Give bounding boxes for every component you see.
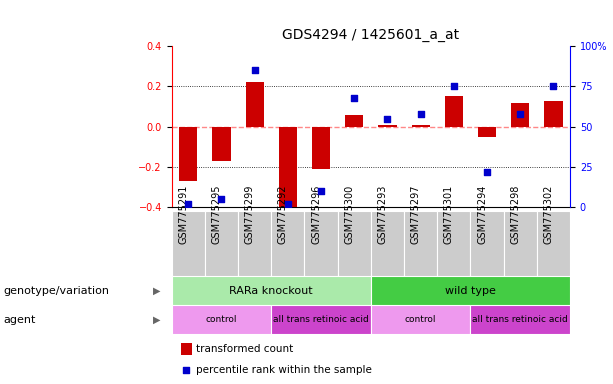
FancyBboxPatch shape (437, 211, 471, 276)
Text: wild type: wild type (445, 286, 496, 296)
Bar (445, 96, 463, 127)
Text: control: control (405, 315, 436, 324)
Bar (511, 103, 530, 127)
Text: percentile rank within the sample: percentile rank within the sample (196, 365, 372, 375)
FancyBboxPatch shape (271, 305, 371, 334)
Bar (544, 101, 563, 127)
Text: GSM775298: GSM775298 (510, 185, 520, 244)
Point (283, 201, 293, 207)
Text: GSM775296: GSM775296 (311, 185, 321, 244)
Bar (478, 127, 496, 137)
Point (549, 83, 558, 89)
Point (349, 94, 359, 101)
Bar (378, 125, 397, 127)
FancyBboxPatch shape (172, 276, 371, 305)
Point (249, 67, 259, 73)
FancyBboxPatch shape (371, 305, 471, 334)
Bar (312, 127, 330, 169)
Text: GSM775297: GSM775297 (411, 185, 421, 244)
Text: GSM775300: GSM775300 (345, 185, 354, 244)
Bar (411, 125, 430, 127)
Bar (181, 343, 192, 355)
FancyBboxPatch shape (238, 211, 271, 276)
Text: GSM775299: GSM775299 (245, 185, 254, 244)
FancyBboxPatch shape (371, 211, 404, 276)
Point (316, 188, 326, 194)
FancyBboxPatch shape (338, 211, 371, 276)
FancyBboxPatch shape (172, 305, 271, 334)
Bar (179, 127, 197, 181)
Text: GSM775302: GSM775302 (544, 185, 554, 244)
FancyBboxPatch shape (371, 276, 570, 305)
Point (449, 83, 459, 89)
Bar (212, 127, 230, 161)
Bar (246, 83, 264, 127)
FancyBboxPatch shape (504, 211, 537, 276)
Text: GSM775292: GSM775292 (278, 185, 288, 244)
Text: GSM775293: GSM775293 (378, 185, 387, 244)
Point (383, 116, 392, 122)
FancyBboxPatch shape (471, 211, 504, 276)
FancyBboxPatch shape (305, 211, 338, 276)
Text: ▶: ▶ (153, 314, 160, 325)
FancyBboxPatch shape (205, 211, 238, 276)
FancyBboxPatch shape (271, 211, 305, 276)
Text: GSM775291: GSM775291 (178, 185, 188, 244)
Bar (279, 127, 297, 207)
Text: all trans retinoic acid: all trans retinoic acid (473, 315, 568, 324)
FancyBboxPatch shape (172, 211, 205, 276)
Point (482, 169, 492, 175)
Text: RARa knockout: RARa knockout (229, 286, 313, 296)
Point (416, 111, 425, 117)
FancyBboxPatch shape (404, 211, 437, 276)
Text: control: control (206, 315, 237, 324)
Text: ▶: ▶ (153, 286, 160, 296)
Text: all trans retinoic acid: all trans retinoic acid (273, 315, 369, 324)
Point (516, 111, 525, 117)
Text: transformed count: transformed count (196, 344, 294, 354)
Title: GDS4294 / 1425601_a_at: GDS4294 / 1425601_a_at (283, 28, 459, 42)
Text: agent: agent (3, 314, 36, 325)
Text: genotype/variation: genotype/variation (3, 286, 109, 296)
Point (216, 196, 226, 202)
Text: GSM775295: GSM775295 (211, 185, 221, 244)
FancyBboxPatch shape (471, 305, 570, 334)
FancyBboxPatch shape (537, 211, 570, 276)
Text: GSM775301: GSM775301 (444, 185, 454, 244)
Text: GSM775294: GSM775294 (477, 185, 487, 244)
Point (183, 201, 193, 207)
Bar (345, 114, 364, 127)
